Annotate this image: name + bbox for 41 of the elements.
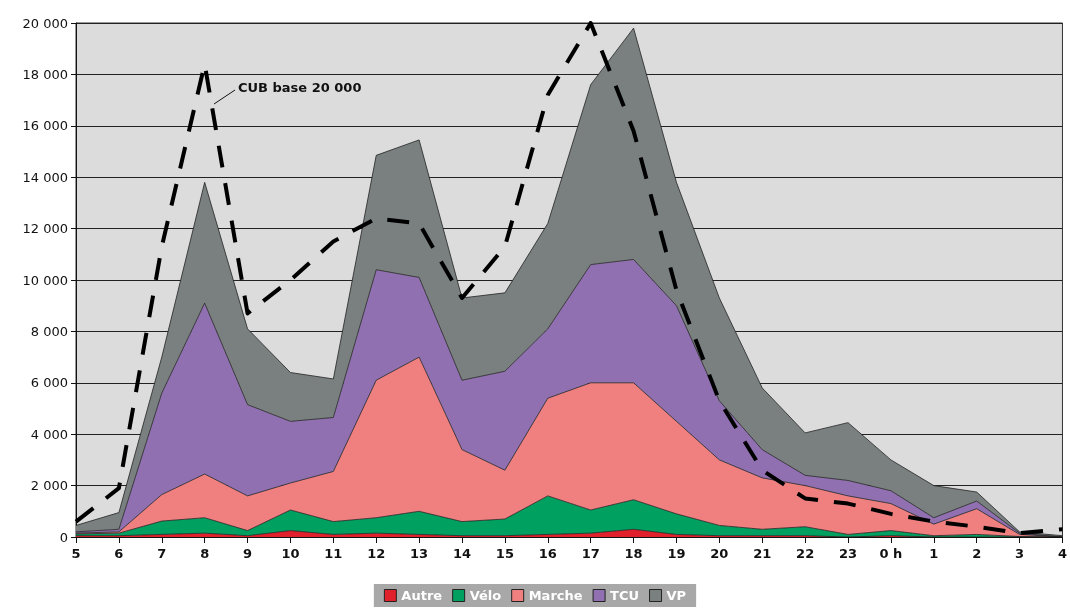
x-tick-label: 2 [972, 546, 982, 561]
x-tick-label: 13 [410, 546, 429, 561]
y-tick-label: 10 000 [22, 272, 68, 288]
legend-label: TCU [610, 588, 640, 603]
x-tick-label: 18 [624, 546, 643, 561]
x-tick-label: 12 [367, 546, 386, 561]
y-tick-label: 14 000 [22, 169, 68, 185]
x-tick-label: 4 [1057, 546, 1067, 561]
y-tick-label: 20 000 [22, 15, 68, 31]
x-tick-label: 9 [243, 546, 253, 561]
legend-label: Vélo [469, 588, 502, 603]
x-tick-label: 15 [495, 546, 514, 561]
legend-label: Marche [528, 588, 583, 603]
y-tick-label: 18 000 [22, 66, 68, 82]
y-tick-label: 2 000 [30, 478, 68, 494]
y-tick-label: 12 000 [22, 221, 68, 237]
y-tick-label: 0 [59, 529, 68, 545]
legend-label: VP [666, 588, 687, 603]
x-tick-label: 7 [157, 546, 167, 561]
legend-label: Autre [401, 588, 443, 603]
y-tick-label: 8 000 [30, 323, 68, 339]
x-tick-label: 22 [796, 546, 815, 561]
x-tick-label: 17 [581, 546, 600, 561]
x-tick-label: 19 [667, 546, 686, 561]
text: CUB base 20 000 [238, 80, 362, 95]
x-tick-label: 23 [838, 546, 858, 561]
x-tick-label: 0 h [879, 546, 903, 561]
x-tick-label: 21 [753, 546, 772, 561]
x-tick-label: 1 [929, 546, 939, 561]
x-tick-label: 6 [114, 546, 124, 561]
x-tick-label: 5 [71, 546, 81, 561]
x-tick-label: 8 [200, 546, 210, 561]
x-tick-label: 3 [1015, 546, 1025, 561]
x-tick-label: 10 [281, 546, 300, 561]
x-tick-label: 16 [538, 546, 557, 561]
x-tick-label: 20 [710, 546, 729, 561]
y-tick-label: 6 000 [30, 375, 68, 391]
x-tick-label: 11 [324, 546, 343, 561]
x-tick-label: 14 [452, 546, 472, 561]
y-tick-label: 16 000 [22, 118, 68, 134]
y-tick-label: 4 000 [30, 426, 68, 442]
